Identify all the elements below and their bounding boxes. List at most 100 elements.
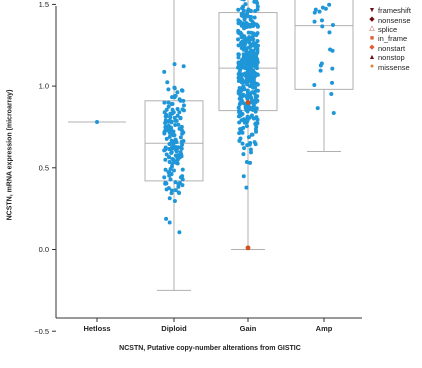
data-point [246, 52, 251, 57]
data-point [245, 12, 250, 17]
legend-label-splice: splice [378, 24, 398, 34]
data-point [327, 2, 332, 7]
data-point [243, 2, 248, 7]
data-point [173, 188, 178, 193]
data-point [163, 167, 168, 172]
data-point [254, 124, 259, 129]
data-point [236, 43, 241, 48]
data-point [237, 31, 242, 36]
data-point [312, 82, 317, 87]
legend-label-nonsense: nonsense [378, 15, 411, 25]
data-point [247, 23, 252, 28]
data-point [254, 22, 259, 27]
data-point [254, 56, 259, 61]
data-point [242, 146, 247, 151]
data-point [253, 8, 258, 13]
data-point [177, 180, 182, 185]
data-point [166, 104, 171, 109]
legend-item-splice: △ splice [368, 25, 411, 34]
data-point [164, 216, 169, 221]
data-point [166, 125, 171, 130]
data-point [331, 110, 336, 115]
data-point [239, 59, 244, 64]
data-point [170, 139, 175, 144]
legend-symbol-nonsense: ◆ [369, 16, 375, 24]
mutation-point-missense [245, 100, 251, 105]
data-point [236, 37, 241, 42]
data-point [247, 38, 252, 43]
data-point [163, 181, 168, 186]
data-point [238, 127, 243, 132]
data-point [248, 8, 253, 13]
data-point [236, 52, 241, 57]
data-point [181, 64, 186, 69]
data-point [239, 118, 244, 123]
data-point [170, 111, 175, 116]
data-point [246, 104, 251, 109]
data-point [241, 92, 246, 97]
data-point [167, 146, 172, 151]
legend-label-in-frame: in_frame [378, 34, 408, 44]
data-point [173, 93, 178, 98]
data-point [245, 96, 250, 101]
legend-item-nonstop: ▲ nonstop [368, 53, 411, 62]
legend-symbol-missense: ● [369, 63, 375, 71]
data-point [240, 21, 245, 26]
data-point [253, 98, 258, 103]
data-point [178, 175, 183, 180]
data-point [178, 135, 183, 140]
data-point [239, 35, 244, 40]
data-point [179, 124, 184, 129]
data-point [255, 72, 260, 77]
data-point [237, 102, 242, 107]
data-point [254, 129, 259, 134]
data-point [243, 24, 248, 29]
data-point [172, 62, 177, 67]
data-point [250, 84, 255, 89]
data-point [248, 147, 253, 152]
data-point [330, 23, 335, 28]
data-point [236, 55, 241, 60]
data-point [251, 116, 256, 121]
legend-label-nonstart: nonstart [378, 43, 406, 53]
data-point [330, 80, 335, 85]
box-iqr [294, 0, 354, 90]
data-point [247, 115, 252, 120]
data-point [162, 128, 167, 133]
legend-item-frameshift: ▼ frameshift [368, 6, 411, 15]
data-point [252, 15, 257, 20]
data-point [330, 66, 335, 71]
data-point [169, 188, 174, 193]
data-point [166, 100, 171, 105]
data-point [255, 49, 260, 54]
data-point [175, 157, 180, 162]
legend-symbol-nonstop: ▲ [368, 53, 376, 61]
data-point [236, 105, 241, 110]
data-point [238, 136, 243, 141]
data-point [237, 131, 242, 136]
data-point [250, 61, 255, 66]
data-point [251, 77, 256, 82]
data-point [242, 0, 246, 1]
data-point [247, 76, 252, 81]
data-point [180, 107, 185, 112]
data-point [241, 152, 246, 157]
data-point [320, 24, 325, 29]
data-point [167, 173, 172, 178]
data-point [240, 6, 245, 11]
legend-item-nonstart: ◆ nonstart [368, 44, 411, 53]
data-point [175, 107, 180, 112]
data-point [255, 4, 260, 9]
data-point [317, 9, 322, 14]
data-point [315, 106, 320, 111]
data-point [245, 143, 250, 148]
data-point [175, 90, 180, 95]
y-tick-label: 0.5 [39, 163, 49, 172]
data-point [173, 138, 178, 143]
data-point [165, 80, 170, 85]
legend-label-missense: missense [378, 62, 410, 72]
legend-item-missense: ● missense [368, 62, 411, 72]
data-point [251, 90, 256, 95]
data-point [169, 119, 174, 124]
